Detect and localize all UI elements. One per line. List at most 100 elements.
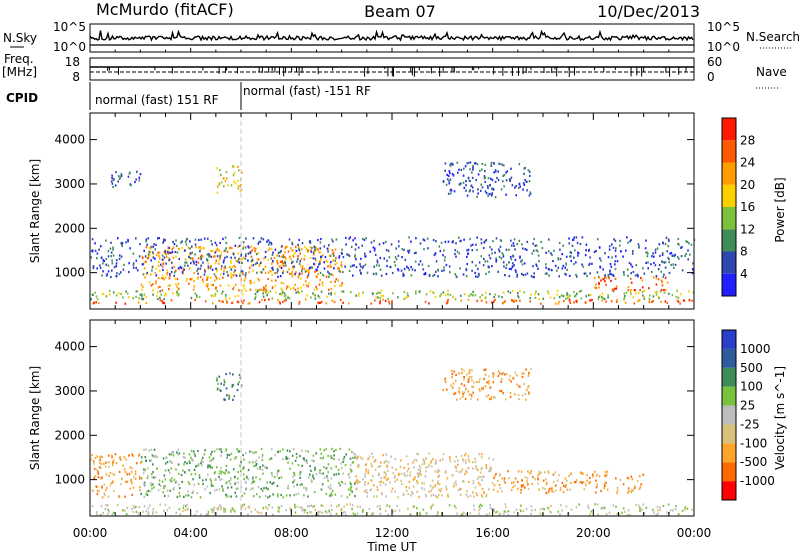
echo-cell [662,504,665,508]
xaxis-label: Time UT [366,540,417,554]
echo-cell [202,482,204,486]
echo-cell [286,285,288,288]
echo-cell [265,288,267,291]
echo-cell [348,254,351,257]
echo-cell [495,511,497,514]
echo-cell [266,240,268,243]
echo-cell [509,395,512,399]
echo-cell [505,510,507,514]
echo-cell [501,477,504,480]
echo-cell [189,247,191,250]
echo-cell [458,372,460,375]
echo-cell [176,277,179,281]
echo-cell [607,275,610,278]
echo-cell [370,488,372,491]
echo-cell [685,252,687,256]
echo-cell [504,274,506,277]
echo-cell [291,261,293,264]
echo-cell [602,507,605,510]
echo-cell [497,374,500,378]
echo-cell [407,493,410,496]
echo-cell [233,172,236,175]
echo-cell [152,283,154,286]
echo-cell [184,509,187,512]
echo-cell [455,466,457,469]
echo-cell [691,268,694,271]
echo-cell [468,460,471,463]
echo-cell [197,449,199,453]
echo-cell [150,246,153,249]
echo-cell [227,184,229,187]
echo-cell [105,465,107,468]
echo-cell [465,275,468,278]
echo-cell [318,296,321,299]
y-tick-label: 1000 [54,266,85,280]
echo-cell [151,487,153,490]
echo-cell [263,290,266,293]
echo-cell [472,391,474,394]
echo-cell [185,505,187,508]
echo-cell [538,472,541,475]
echo-cell [573,256,575,259]
echo-cell [480,299,483,302]
echo-cell [258,495,261,499]
echo-cell [387,249,390,252]
echo-cell [380,480,383,483]
echo-cell [216,191,219,194]
echo-cell [103,260,105,263]
echo-cell [110,275,112,279]
colorbar-tick-label: 16 [740,200,755,214]
echo-cell [281,291,284,294]
echo-cell [216,270,218,273]
echo-cell [277,298,279,302]
echo-cell [234,273,237,276]
echo-cell [626,513,629,517]
echo-cell [483,475,485,478]
echo-cell [306,294,308,297]
echo-cell [126,480,128,483]
echo-cell [540,240,542,244]
echo-cell [624,301,627,304]
echo-cell [180,474,183,477]
echo-cell [214,294,217,297]
echo-cell [384,476,386,479]
echo-cell [236,300,239,303]
echo-cell [107,250,110,253]
echo-cell [315,247,318,250]
echo-cell [181,246,184,249]
echo-cell [647,261,649,264]
echo-cell [599,257,601,260]
echo-cell [523,172,525,175]
echo-cell [152,289,154,292]
echo-cell [240,183,242,186]
colorbar-segment [722,184,736,207]
echo-cell [491,192,493,195]
echo-cell [148,250,151,254]
echo-cell [313,491,316,494]
echo-cell [477,173,480,176]
echo-cell [242,257,245,260]
echo-cell [111,182,114,185]
echo-cell [413,505,415,508]
echo-cell [467,458,470,461]
echo-cell [234,256,236,259]
echo-cell [410,274,413,277]
echo-cell [160,263,162,266]
echo-cell [434,470,437,473]
echo-cell [101,456,103,459]
echo-cell [243,287,246,290]
echo-cell [225,449,227,452]
echo-cell [173,274,176,277]
echo-cell [379,268,382,271]
echo-cell [594,470,596,473]
echo-cell [598,276,600,279]
echo-cell [645,506,648,509]
echo-cell [397,496,399,499]
echo-cell [315,249,317,252]
echo-cell [323,245,326,248]
echo-cell [273,256,276,260]
echo-cell [257,258,260,261]
echo-cell [448,455,451,459]
echo-cell [627,477,630,480]
echo-cell [99,461,101,464]
